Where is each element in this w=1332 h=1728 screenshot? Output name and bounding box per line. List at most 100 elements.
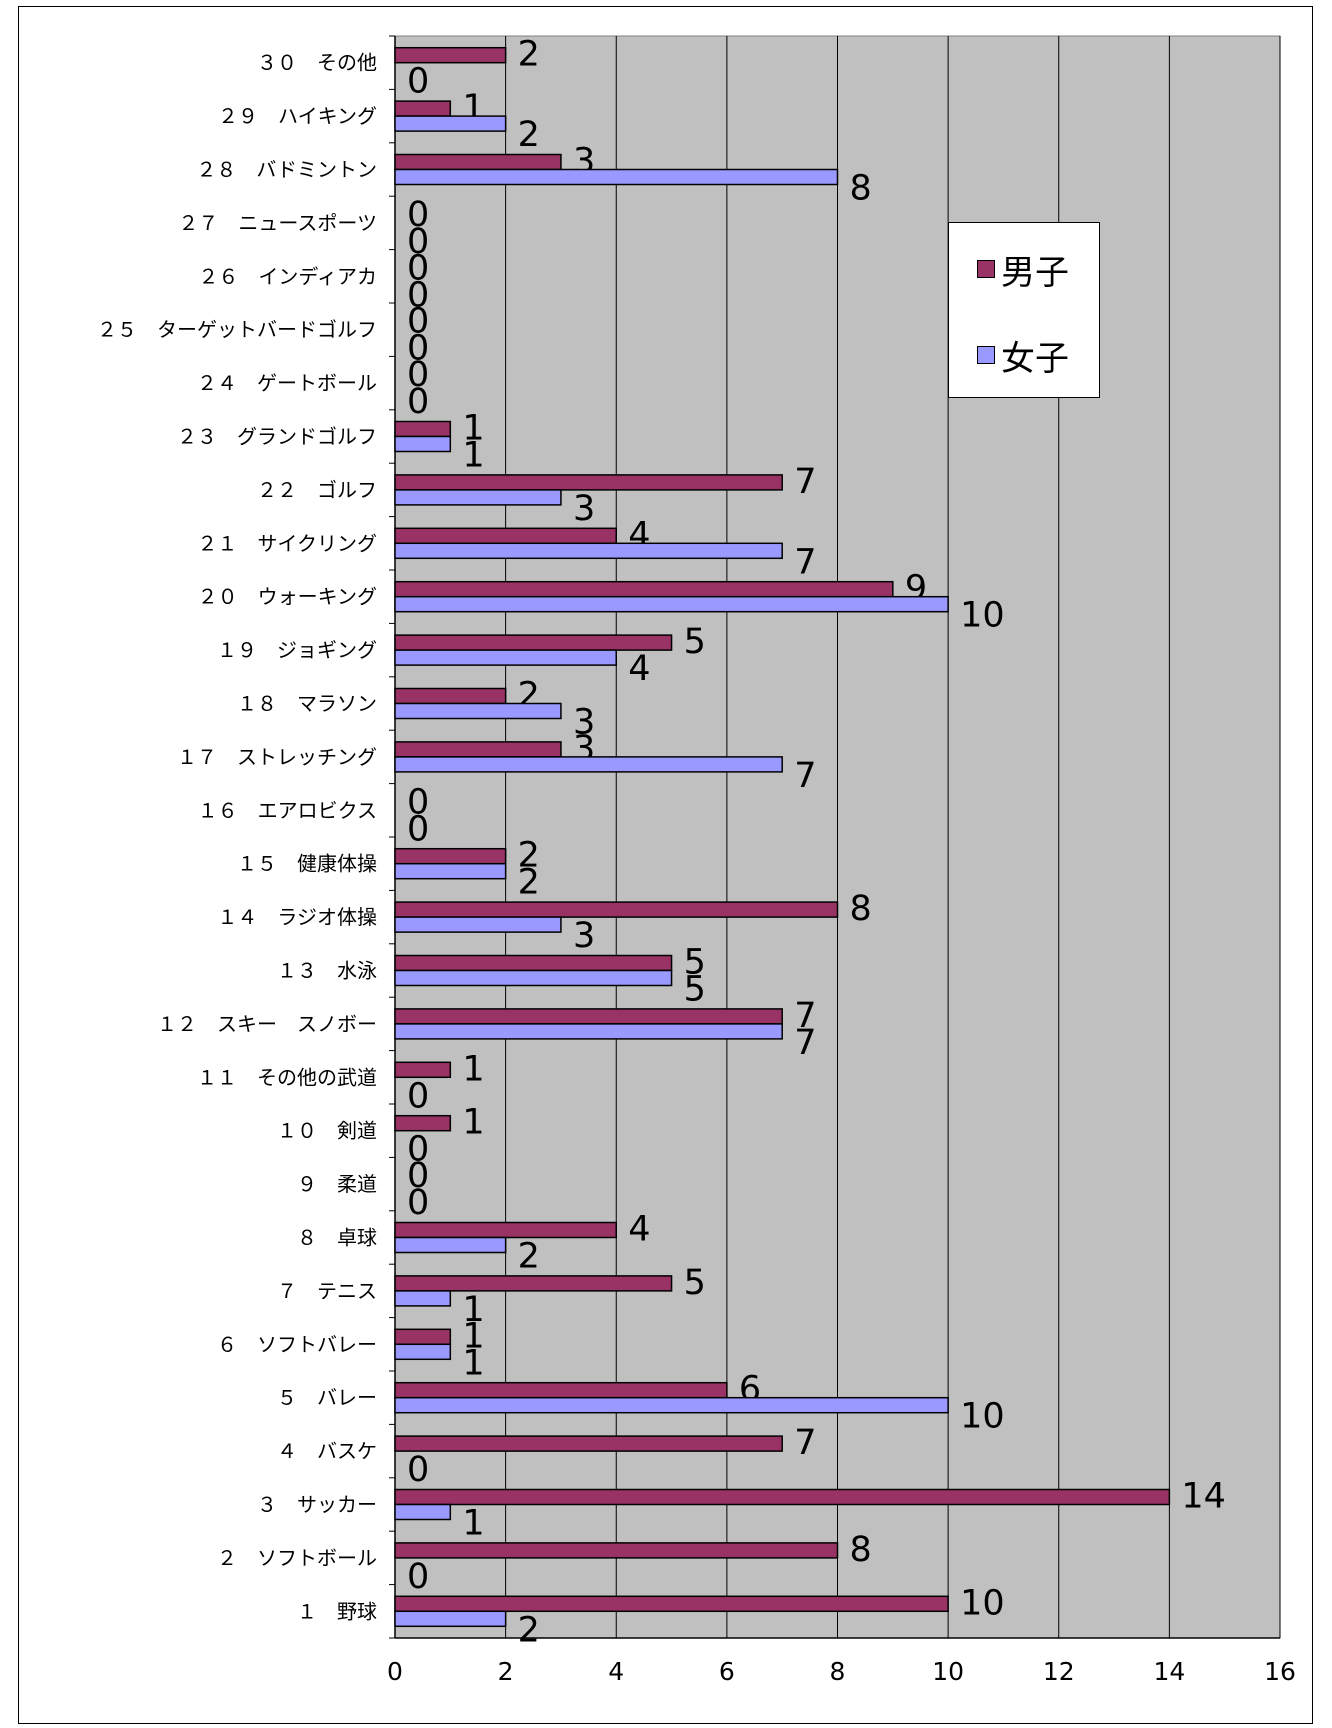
category-label: ４ バスケ: [277, 1439, 377, 1463]
bar-male: [394, 1221, 617, 1239]
bar-female: [394, 595, 949, 613]
x-tick-label: 2: [498, 1657, 514, 1686]
data-label-male: 1: [462, 1049, 484, 1089]
data-label-female: 0: [407, 222, 429, 262]
x-tick-label: 14: [1153, 1657, 1185, 1686]
category-label: １３ 水泳: [277, 959, 377, 983]
bar-male: [394, 954, 673, 972]
category-label: ２７ ニュースポーツ: [178, 211, 377, 235]
x-tick-label: 6: [719, 1657, 735, 1686]
bar-female: [394, 1236, 507, 1254]
bar-female: [394, 542, 783, 560]
data-label-female: 2: [518, 1237, 540, 1277]
legend-label-male: 男子: [1001, 252, 1069, 293]
x-tick-label: 4: [608, 1657, 624, 1686]
data-label-female: 1: [462, 1290, 484, 1330]
data-label-male: 1: [462, 409, 484, 449]
data-label-female: 0: [407, 809, 429, 849]
bar-male: [394, 46, 507, 64]
data-label-female: 0: [407, 1076, 429, 1116]
x-tick-label: 10: [932, 1657, 964, 1686]
data-label-female: 7: [794, 1023, 816, 1063]
data-label-male: 2: [518, 35, 540, 75]
data-label-female: 7: [794, 756, 816, 796]
data-label-male: 0: [407, 782, 429, 822]
bar-male: [394, 634, 673, 651]
data-label-male: 1: [462, 1103, 484, 1143]
bar-male: [394, 1542, 839, 1559]
bar-female: [394, 702, 562, 720]
data-label-female: 0: [407, 382, 429, 422]
legend-swatch-male: [977, 260, 995, 278]
category-label: ９ 柔道: [297, 1172, 377, 1196]
category-label: ２２ ゴルフ: [257, 478, 377, 502]
bar-male: [394, 1275, 673, 1292]
bar-male: [394, 1488, 1171, 1506]
data-label-female: 0: [407, 62, 429, 102]
category-label: ２ ソフトボール: [217, 1546, 377, 1570]
bar-male: [394, 420, 452, 438]
data-label-male: 7: [794, 462, 816, 502]
data-label-female: 10: [960, 1397, 1005, 1437]
data-label-female: 0: [407, 275, 429, 315]
category-label: １９ ジョギング: [217, 638, 377, 662]
bar-male: [394, 847, 507, 865]
category-label: １４ ラジオ体操: [217, 905, 377, 929]
data-label-female: 3: [573, 916, 595, 956]
category-label: ８ 卓球: [297, 1226, 377, 1250]
category-label: ２０ ウォーキング: [198, 585, 377, 609]
bar-female: [394, 168, 839, 186]
category-label: １７ ストレッチング: [177, 745, 377, 769]
data-label-male: 0: [407, 302, 429, 342]
bar-male: [394, 1328, 452, 1346]
bar-female: [394, 862, 507, 880]
data-label-female: 3: [573, 703, 595, 743]
data-label-female: 0: [407, 1450, 429, 1490]
bar-female: [394, 489, 562, 506]
category-label: ２３ グランドゴルフ: [177, 425, 377, 449]
category-label: １ 野球: [297, 1599, 377, 1623]
category-label: ３ サッカー: [257, 1493, 377, 1517]
x-tick-label: 12: [1043, 1657, 1075, 1686]
bar-female: [394, 1503, 452, 1521]
data-label-female: 3: [573, 489, 595, 529]
category-label: ２９ ハイキング: [218, 104, 377, 128]
category-label: ３０ その他: [257, 51, 377, 75]
data-label-male: 7: [794, 1423, 816, 1463]
bar-female: [394, 1290, 452, 1307]
category-label: ２５ ターゲットバードゴルフ: [97, 318, 377, 342]
bar-female: [394, 1610, 507, 1628]
legend-label-female: 女子: [1001, 338, 1069, 379]
category-label: １６ エアロビクス: [198, 798, 377, 822]
category-label: １０ 剣道: [277, 1119, 377, 1143]
data-label-male: 0: [407, 355, 429, 395]
bar-female: [394, 115, 507, 132]
data-label-female: 1: [462, 1343, 484, 1383]
data-label-male: 0: [407, 195, 429, 235]
data-label-female: 7: [794, 542, 816, 582]
data-label-male: 2: [518, 836, 540, 876]
category-label: １２ スキー スノボー: [157, 1012, 377, 1036]
bar-female: [394, 756, 783, 773]
bar-male: [394, 1061, 452, 1079]
bar-male: [394, 1114, 452, 1132]
bar-male: [394, 901, 839, 918]
data-label-male: 7: [794, 996, 816, 1036]
x-tick-label: 0: [387, 1657, 403, 1686]
data-label-female: 5: [684, 970, 706, 1010]
data-label-female: 2: [518, 863, 540, 903]
data-label-female: 4: [628, 649, 650, 689]
bar-male: [394, 687, 507, 705]
data-label-female: 0: [407, 329, 429, 369]
bar-male: [394, 1435, 783, 1452]
bar-female: [394, 435, 452, 453]
data-label-female: 2: [518, 115, 540, 155]
data-label-male: 8: [850, 889, 872, 929]
data-label-female: 0: [407, 1557, 429, 1597]
bar-male: [394, 580, 894, 598]
data-label-female: 1: [462, 1504, 484, 1544]
category-label: ２１ サイクリング: [197, 531, 377, 555]
bar-female: [394, 1396, 949, 1414]
bar-male: [394, 1595, 949, 1613]
